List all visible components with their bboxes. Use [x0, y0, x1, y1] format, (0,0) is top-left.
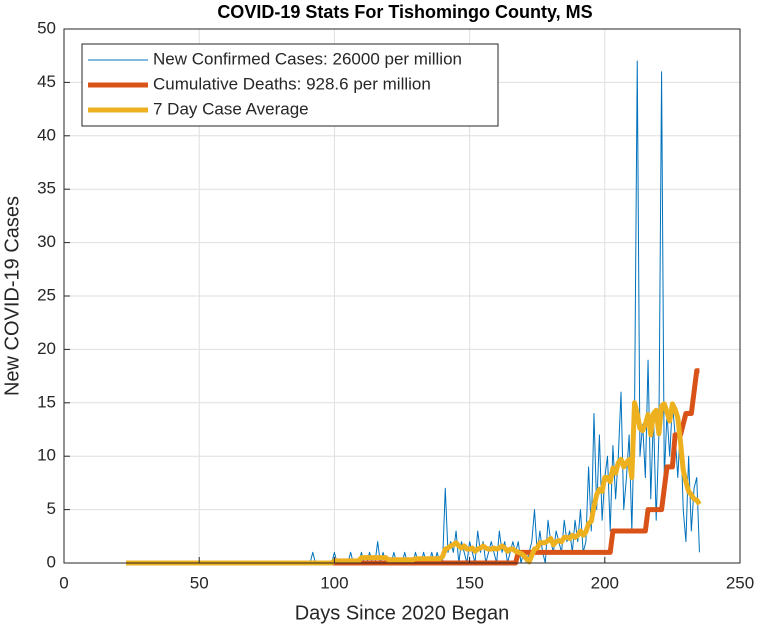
chart-title: COVID-19 Stats For Tishomingo County, MS: [217, 2, 592, 22]
legend-label: New Confirmed Cases: 26000 per million: [153, 49, 462, 68]
legend-label: 7 Day Case Average: [153, 99, 309, 118]
y-tick-label: 45: [37, 72, 56, 91]
x-tick-label: 150: [455, 573, 483, 592]
x-axis-label: Days Since 2020 Began: [295, 602, 510, 624]
x-tick-label: 200: [591, 573, 619, 592]
ticks: 0 50 100 150 200 250 0 5 10 15 20 25 30 35 40 45 50: [37, 18, 754, 592]
x-tick-label: 0: [59, 573, 68, 592]
legend-box: [81, 43, 499, 127]
y-tick-label: 30: [37, 232, 56, 251]
y-tick-label: 40: [37, 125, 56, 144]
y-tick-label: 20: [37, 339, 56, 358]
y-tick-label: 15: [37, 392, 56, 411]
y-axis-label: New COVID-19 Cases: [1, 196, 23, 396]
legend-label: Cumulative Deaths: 928.6 per million: [153, 74, 431, 93]
y-tick-label: 50: [37, 18, 56, 37]
y-tick-label: 10: [37, 446, 56, 465]
x-tick-label: 50: [190, 573, 209, 592]
legend: New Confirmed Cases: 26000 per million Cu…: [81, 43, 499, 127]
x-tick-label: 250: [726, 573, 754, 592]
y-tick-label: 25: [37, 285, 56, 304]
y-tick-label: 5: [47, 499, 56, 518]
x-tick-label: 100: [320, 573, 348, 592]
y-tick-label: 0: [47, 552, 56, 571]
y-tick-label: 35: [37, 179, 56, 198]
